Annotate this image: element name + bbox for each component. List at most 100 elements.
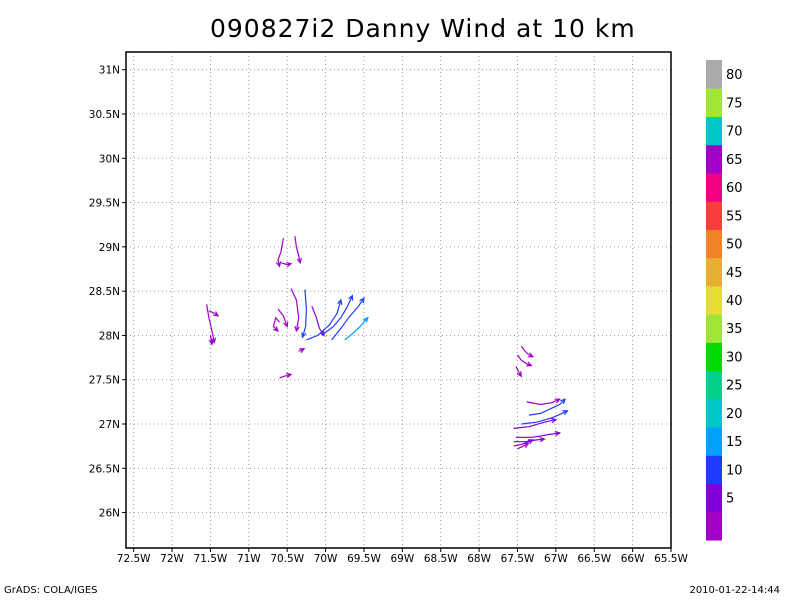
y-tick-label: 30N (99, 153, 120, 165)
y-tick-label: 28.5N (89, 286, 120, 298)
colorbar-swatch (706, 455, 722, 485)
streamline (277, 308, 288, 327)
plot-frame (125, 51, 672, 549)
streamline-arrowhead (294, 326, 300, 333)
x-tick-label: 65.5W (654, 553, 688, 565)
x-tick-label: 66W (621, 553, 645, 565)
streamline (290, 288, 300, 332)
streamline-arrowhead (286, 372, 293, 378)
colorbar-label: 25 (726, 379, 743, 394)
streamline (513, 439, 534, 447)
streamline (526, 398, 560, 406)
streamline (528, 398, 566, 416)
streamline-arrowhead (337, 298, 343, 306)
y-tick-label: 30.5N (89, 109, 120, 121)
y-tick-label: 27N (99, 419, 120, 431)
streamline (520, 345, 534, 358)
x-tick-label: 71W (237, 553, 261, 565)
colorbar-swatch (706, 342, 722, 372)
colorbar-label: 10 (726, 463, 743, 478)
x-tick-label: 72.5W (117, 553, 151, 565)
streamline-arrowhead (560, 398, 567, 405)
streamline (208, 310, 219, 317)
streamline-arrowhead (527, 439, 535, 445)
footer-right: 2010-01-22-14:44 (689, 585, 780, 596)
streamline (206, 304, 215, 343)
x-tick-label: 66.5W (577, 553, 611, 565)
chart-title: 090827i2 Danny Wind at 10 km (210, 14, 636, 43)
colorbar-label: 45 (726, 266, 743, 281)
streamline (272, 316, 280, 332)
y-tick-label: 26N (99, 508, 120, 520)
colorbar-label: 40 (726, 294, 743, 309)
streamline-arrowhead (539, 436, 546, 443)
colorbar-label: 30 (726, 350, 743, 365)
streamline (517, 354, 532, 367)
x-tick-label: 68W (467, 553, 491, 565)
streamline (277, 237, 284, 267)
y-axis: 26N 26.5N 27N 27.5N 28N 28.5N 29N 29.5N 30N 30.5N… (89, 65, 126, 520)
streamline (517, 442, 529, 450)
streamline (515, 432, 560, 438)
colorbar-swatch (706, 398, 722, 428)
streamline (513, 419, 557, 429)
x-tick-label: 67.5W (501, 553, 535, 565)
colorbar-label: 5 (726, 492, 734, 507)
y-tick-label: 31N (99, 65, 120, 77)
x-tick-label: 69W (390, 553, 414, 565)
streamline-arrowhead (550, 417, 558, 424)
streamline (209, 335, 213, 345)
colorbar-swatch (706, 116, 722, 146)
x-tick-label: 68.5W (424, 553, 458, 565)
colorbar-label: 70 (726, 125, 743, 140)
y-tick-label: 29N (99, 242, 120, 254)
streamline (521, 410, 568, 425)
x-tick-label: 70.5W (270, 553, 304, 565)
streamline-arrowhead (301, 332, 307, 339)
colorbar: 5 10 15 20 25 30 35 40 45 50 55 60 65 70 75 80 (706, 60, 743, 541)
y-tick-label: 27.5N (89, 375, 120, 387)
streamline-arrowhead (296, 257, 302, 265)
streamline-arrowhead (348, 294, 354, 301)
colorbar-label: 50 (726, 238, 743, 253)
colorbar-swatch (706, 172, 722, 202)
streamline-arrowhead (286, 262, 293, 268)
y-tick-label: 29.5N (89, 198, 120, 210)
streamline-arrowhead (554, 430, 562, 437)
streamline-arrowhead (562, 410, 569, 416)
colorbar-swatch (706, 60, 722, 89)
streamline-arrowhead (527, 352, 535, 358)
y-tick-label: 28N (99, 330, 120, 342)
streamline (321, 295, 353, 336)
x-tick-label: 70W (314, 553, 338, 565)
colorbar-swatch (706, 88, 722, 117)
colorbar-label: 20 (726, 407, 743, 422)
streamline-arrowhead (516, 371, 523, 378)
footer-left: GrADS: COLA/IGES (4, 585, 98, 596)
streamline-arrowhead (526, 361, 533, 367)
colorbar-swatch (706, 201, 722, 230)
streamline (344, 317, 369, 341)
streamline (515, 366, 522, 377)
colorbar-swatch (706, 427, 722, 456)
grid-lines (126, 52, 672, 548)
colorbar-swatch (706, 314, 722, 343)
x-tick-label: 69.5W (347, 553, 381, 565)
colorbar-label: 75 (726, 96, 743, 111)
streamlines (206, 236, 569, 450)
streamline (301, 289, 308, 338)
streamline-arrowhead (273, 326, 280, 332)
x-tick-label: 72W (160, 553, 184, 565)
streamline-arrowhead (210, 337, 217, 344)
streamline-arrowhead (554, 398, 561, 404)
colorbar-swatch (706, 229, 722, 259)
colorbar-label: 15 (726, 435, 743, 450)
x-tick-label: 67W (544, 553, 568, 565)
colorbar-swatch (706, 483, 722, 513)
colorbar-swatch (706, 285, 722, 315)
streamline-arrowhead (283, 321, 289, 328)
colorbar-label: 55 (726, 209, 743, 224)
colorbar-swatch (706, 511, 722, 541)
colorbar-swatch (706, 257, 722, 287)
